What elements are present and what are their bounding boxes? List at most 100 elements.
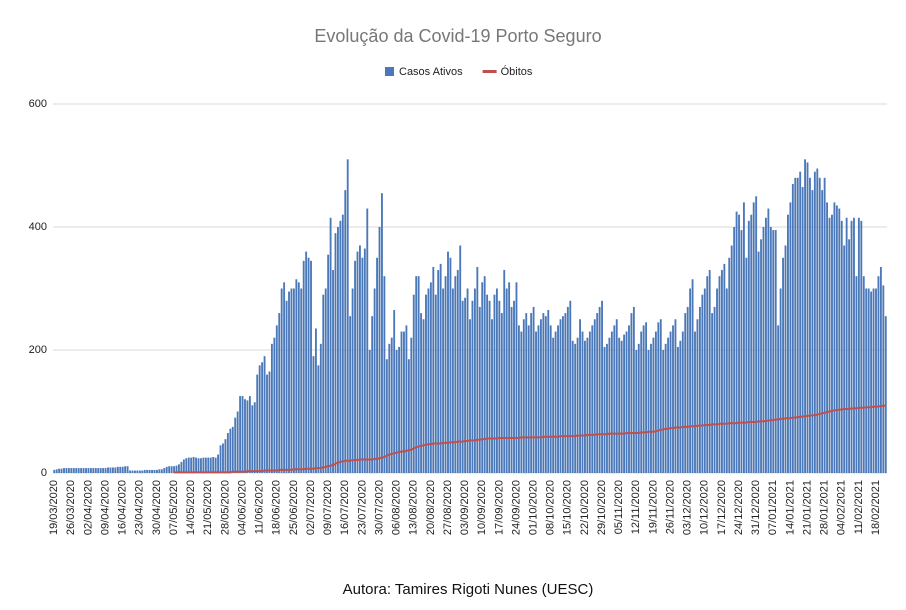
bar <box>85 468 87 473</box>
bar <box>566 306 569 473</box>
bar <box>75 468 78 473</box>
bar <box>694 331 696 473</box>
bar <box>354 260 356 473</box>
x-tick-label: 12/11/2020 <box>630 480 642 534</box>
bar <box>642 325 645 473</box>
x-tick-label: 23/04/2020 <box>134 480 146 535</box>
bar <box>630 313 633 473</box>
bar <box>794 177 797 474</box>
x-tick-label: 20/08/2020 <box>425 480 437 535</box>
bar <box>302 260 305 473</box>
bar <box>471 300 474 473</box>
y-tick-label: 0 <box>41 467 47 479</box>
bar <box>82 468 85 473</box>
legend-swatch <box>385 67 394 76</box>
bar <box>625 331 628 473</box>
bar <box>256 374 259 473</box>
bar <box>848 239 851 473</box>
bar <box>89 468 92 473</box>
bar <box>346 159 349 473</box>
bar <box>571 340 574 473</box>
bar <box>760 239 762 473</box>
bar <box>378 227 381 473</box>
bar <box>645 322 648 473</box>
bar <box>187 457 190 473</box>
bar <box>439 263 442 473</box>
x-tick-label: 11/06/2020 <box>254 480 266 534</box>
bar <box>833 202 836 473</box>
x-tick-label: 21/01/2021 <box>801 480 813 535</box>
bar <box>532 306 535 473</box>
bar <box>224 439 227 473</box>
y-tick-label: 600 <box>29 98 47 110</box>
bar <box>469 319 471 473</box>
bar <box>63 468 65 473</box>
bar <box>473 288 476 473</box>
bar <box>383 276 386 473</box>
bar <box>312 356 315 473</box>
bar <box>275 325 278 473</box>
bar <box>799 171 802 473</box>
bar <box>395 350 398 473</box>
bar <box>635 350 638 473</box>
bar <box>826 202 829 473</box>
bar <box>483 276 486 473</box>
bar <box>728 257 731 473</box>
bar <box>429 282 432 473</box>
bar <box>151 469 153 473</box>
x-tick-label: 26/11/2020 <box>664 480 676 534</box>
bar <box>791 183 794 473</box>
bar <box>779 288 782 473</box>
bar <box>838 208 841 474</box>
bar <box>493 294 496 473</box>
bar <box>143 469 146 473</box>
bar <box>129 470 131 473</box>
bar <box>390 337 393 473</box>
x-tick-label: 18/02/2021 <box>870 480 882 535</box>
bar <box>767 208 770 474</box>
bar <box>248 396 251 473</box>
bar <box>867 288 870 473</box>
x-tick-label: 28/01/2021 <box>819 480 831 535</box>
bar <box>288 291 290 473</box>
x-tick-label: 03/12/2020 <box>682 480 694 535</box>
legend-swatch <box>482 70 497 73</box>
bar <box>192 457 195 473</box>
bar <box>381 193 383 474</box>
bar <box>488 300 491 473</box>
bar <box>398 346 401 473</box>
x-tick-label: 06/08/2020 <box>391 480 403 535</box>
bar <box>882 285 885 473</box>
bar <box>170 466 173 473</box>
bar <box>784 245 787 473</box>
bar <box>860 220 863 473</box>
x-tick-label: 10/12/2020 <box>699 480 711 535</box>
bar <box>410 337 413 473</box>
bar <box>640 331 643 473</box>
bar <box>341 214 344 473</box>
bar <box>725 288 728 473</box>
line <box>174 404 887 474</box>
bar <box>444 276 447 473</box>
x-tick-label: 04/02/2021 <box>836 480 848 535</box>
bar <box>610 331 613 473</box>
bar <box>60 468 63 473</box>
bar <box>591 325 594 473</box>
bar <box>263 356 266 473</box>
bar <box>114 467 117 473</box>
bar <box>850 220 853 473</box>
bar <box>586 337 589 473</box>
bar <box>698 306 701 473</box>
bar <box>618 337 621 473</box>
bar <box>505 288 508 473</box>
bar <box>156 469 158 473</box>
bar <box>676 346 679 473</box>
bar <box>420 313 423 473</box>
bar <box>146 469 149 473</box>
bar <box>165 466 168 473</box>
bar <box>742 202 745 473</box>
x-tick-label: 22/10/2020 <box>579 480 591 535</box>
x-tick-label: 26/03/2020 <box>65 480 77 535</box>
x-tick-label: 28/05/2020 <box>219 480 231 535</box>
x-tick-label: 01/10/2020 <box>527 480 539 535</box>
